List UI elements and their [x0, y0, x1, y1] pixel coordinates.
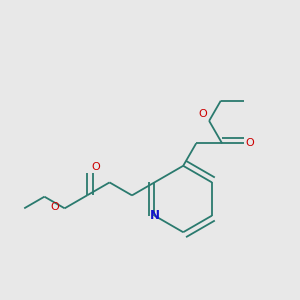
Text: N: N — [149, 209, 159, 222]
Text: O: O — [246, 138, 254, 148]
Text: O: O — [50, 202, 59, 212]
Text: O: O — [91, 162, 100, 172]
Text: O: O — [199, 109, 208, 119]
